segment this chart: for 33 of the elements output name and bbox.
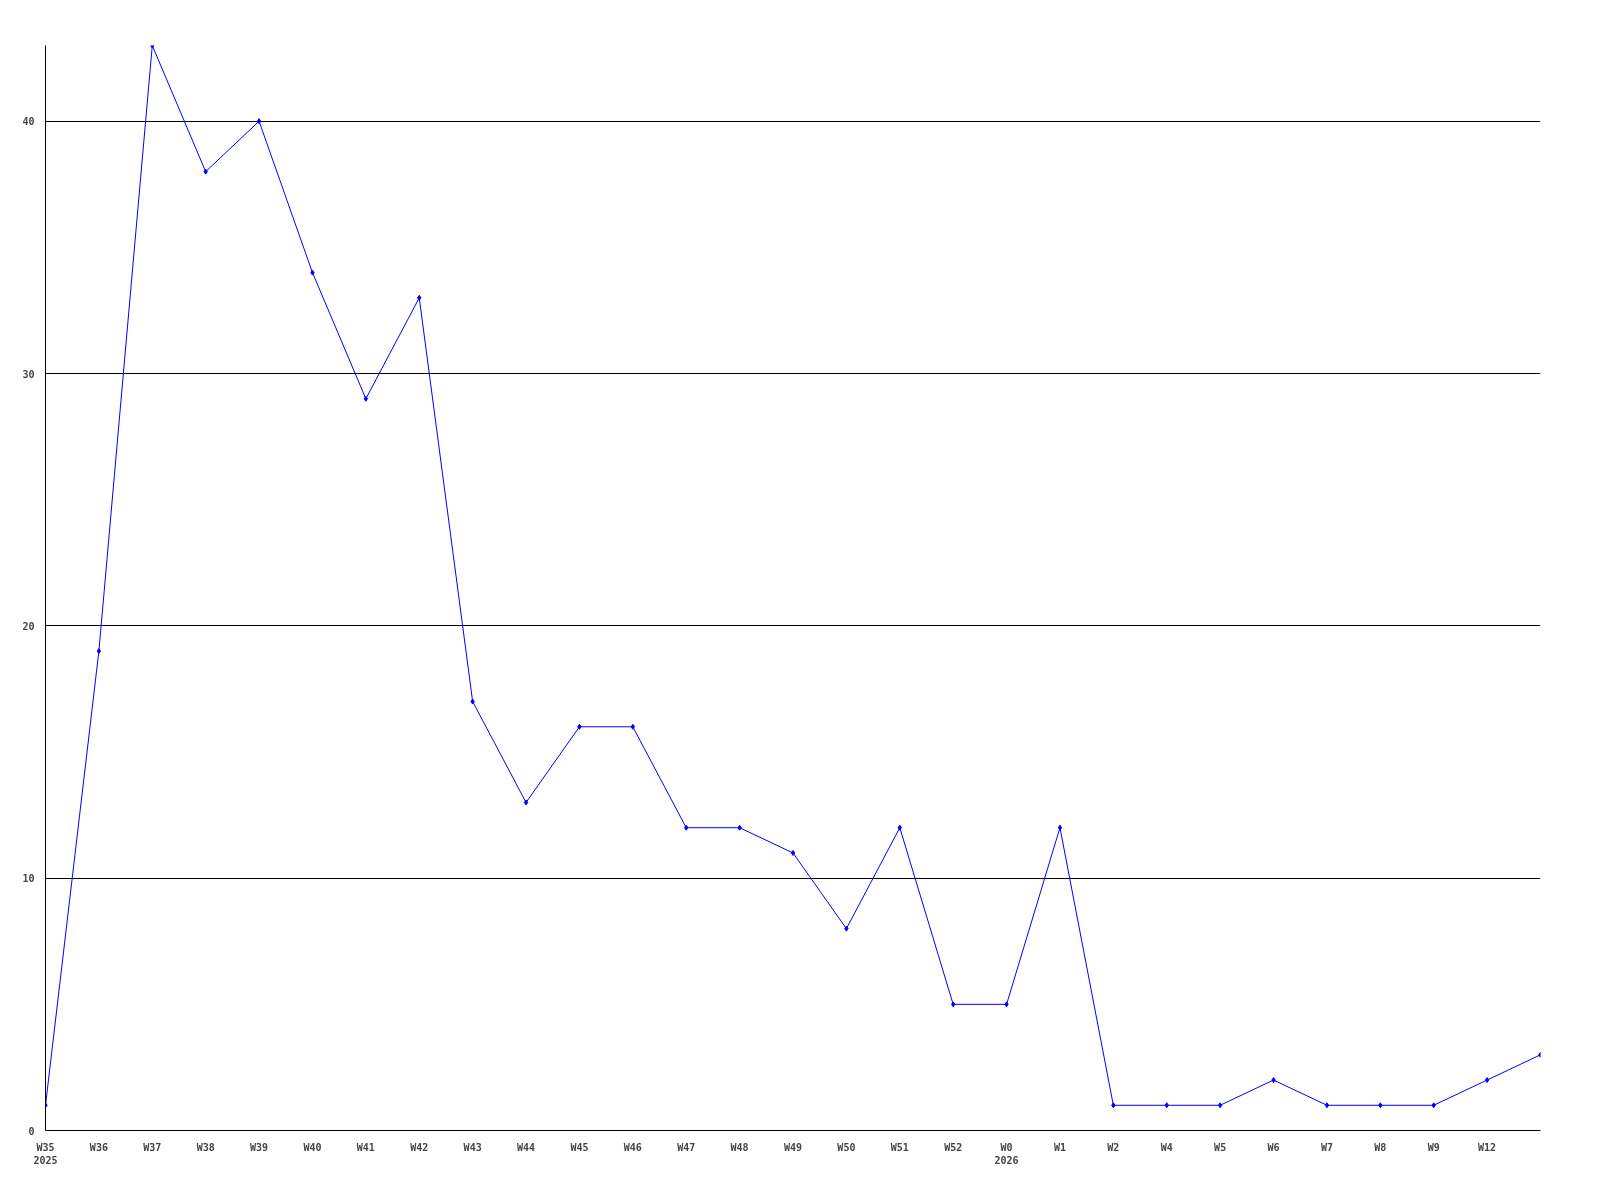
y-tick-label: 10 [22, 873, 35, 885]
x-tick-label: W36 [89, 1141, 108, 1153]
x-tick-label: W9 [1427, 1141, 1440, 1153]
x-tick-label: W47 [677, 1141, 696, 1153]
x-tick-label: W35 2025 [33, 1141, 58, 1166]
x-tick-label: W12 [1478, 1141, 1497, 1153]
x-tick-label: W51 [890, 1141, 909, 1153]
y-tick-label: 40 [22, 116, 35, 128]
x-tick-label: W42 [410, 1141, 429, 1153]
x-tick-label: W38 [196, 1141, 215, 1153]
x-tick-label: W39 [250, 1141, 269, 1153]
x-tick-label: W44 [517, 1141, 536, 1153]
x-tick-label: W0 2026 [994, 1141, 1019, 1166]
x-tick-label: W45 [570, 1141, 589, 1153]
x-tick-label: W2 [1107, 1141, 1120, 1153]
x-tick-label: W7 [1320, 1141, 1333, 1153]
x-tick-label: W5 [1214, 1141, 1227, 1153]
x-tick-label: W40 [303, 1141, 322, 1153]
x-tick-label: W8 [1374, 1141, 1387, 1153]
x-tick-label: W49 [783, 1141, 803, 1153]
x-tick-label: W43 [463, 1141, 482, 1153]
x-tick-label: W41 [356, 1141, 375, 1153]
x-tick-label: W37 [143, 1141, 162, 1153]
x-tick-label: W46 [623, 1141, 642, 1153]
x-tick-label: W6 [1267, 1141, 1280, 1153]
x-tick-label: W4 [1160, 1141, 1173, 1153]
x-tick-label: W50 [837, 1141, 856, 1153]
x-tick-label: W52 [944, 1141, 963, 1153]
y-tick-label: 0 [28, 1125, 35, 1137]
x-tick-label: W48 [730, 1141, 749, 1153]
y-tick-label: 20 [22, 620, 35, 632]
x-tick-label: W1 [1053, 1141, 1066, 1153]
y-tick-label: 30 [22, 368, 35, 380]
